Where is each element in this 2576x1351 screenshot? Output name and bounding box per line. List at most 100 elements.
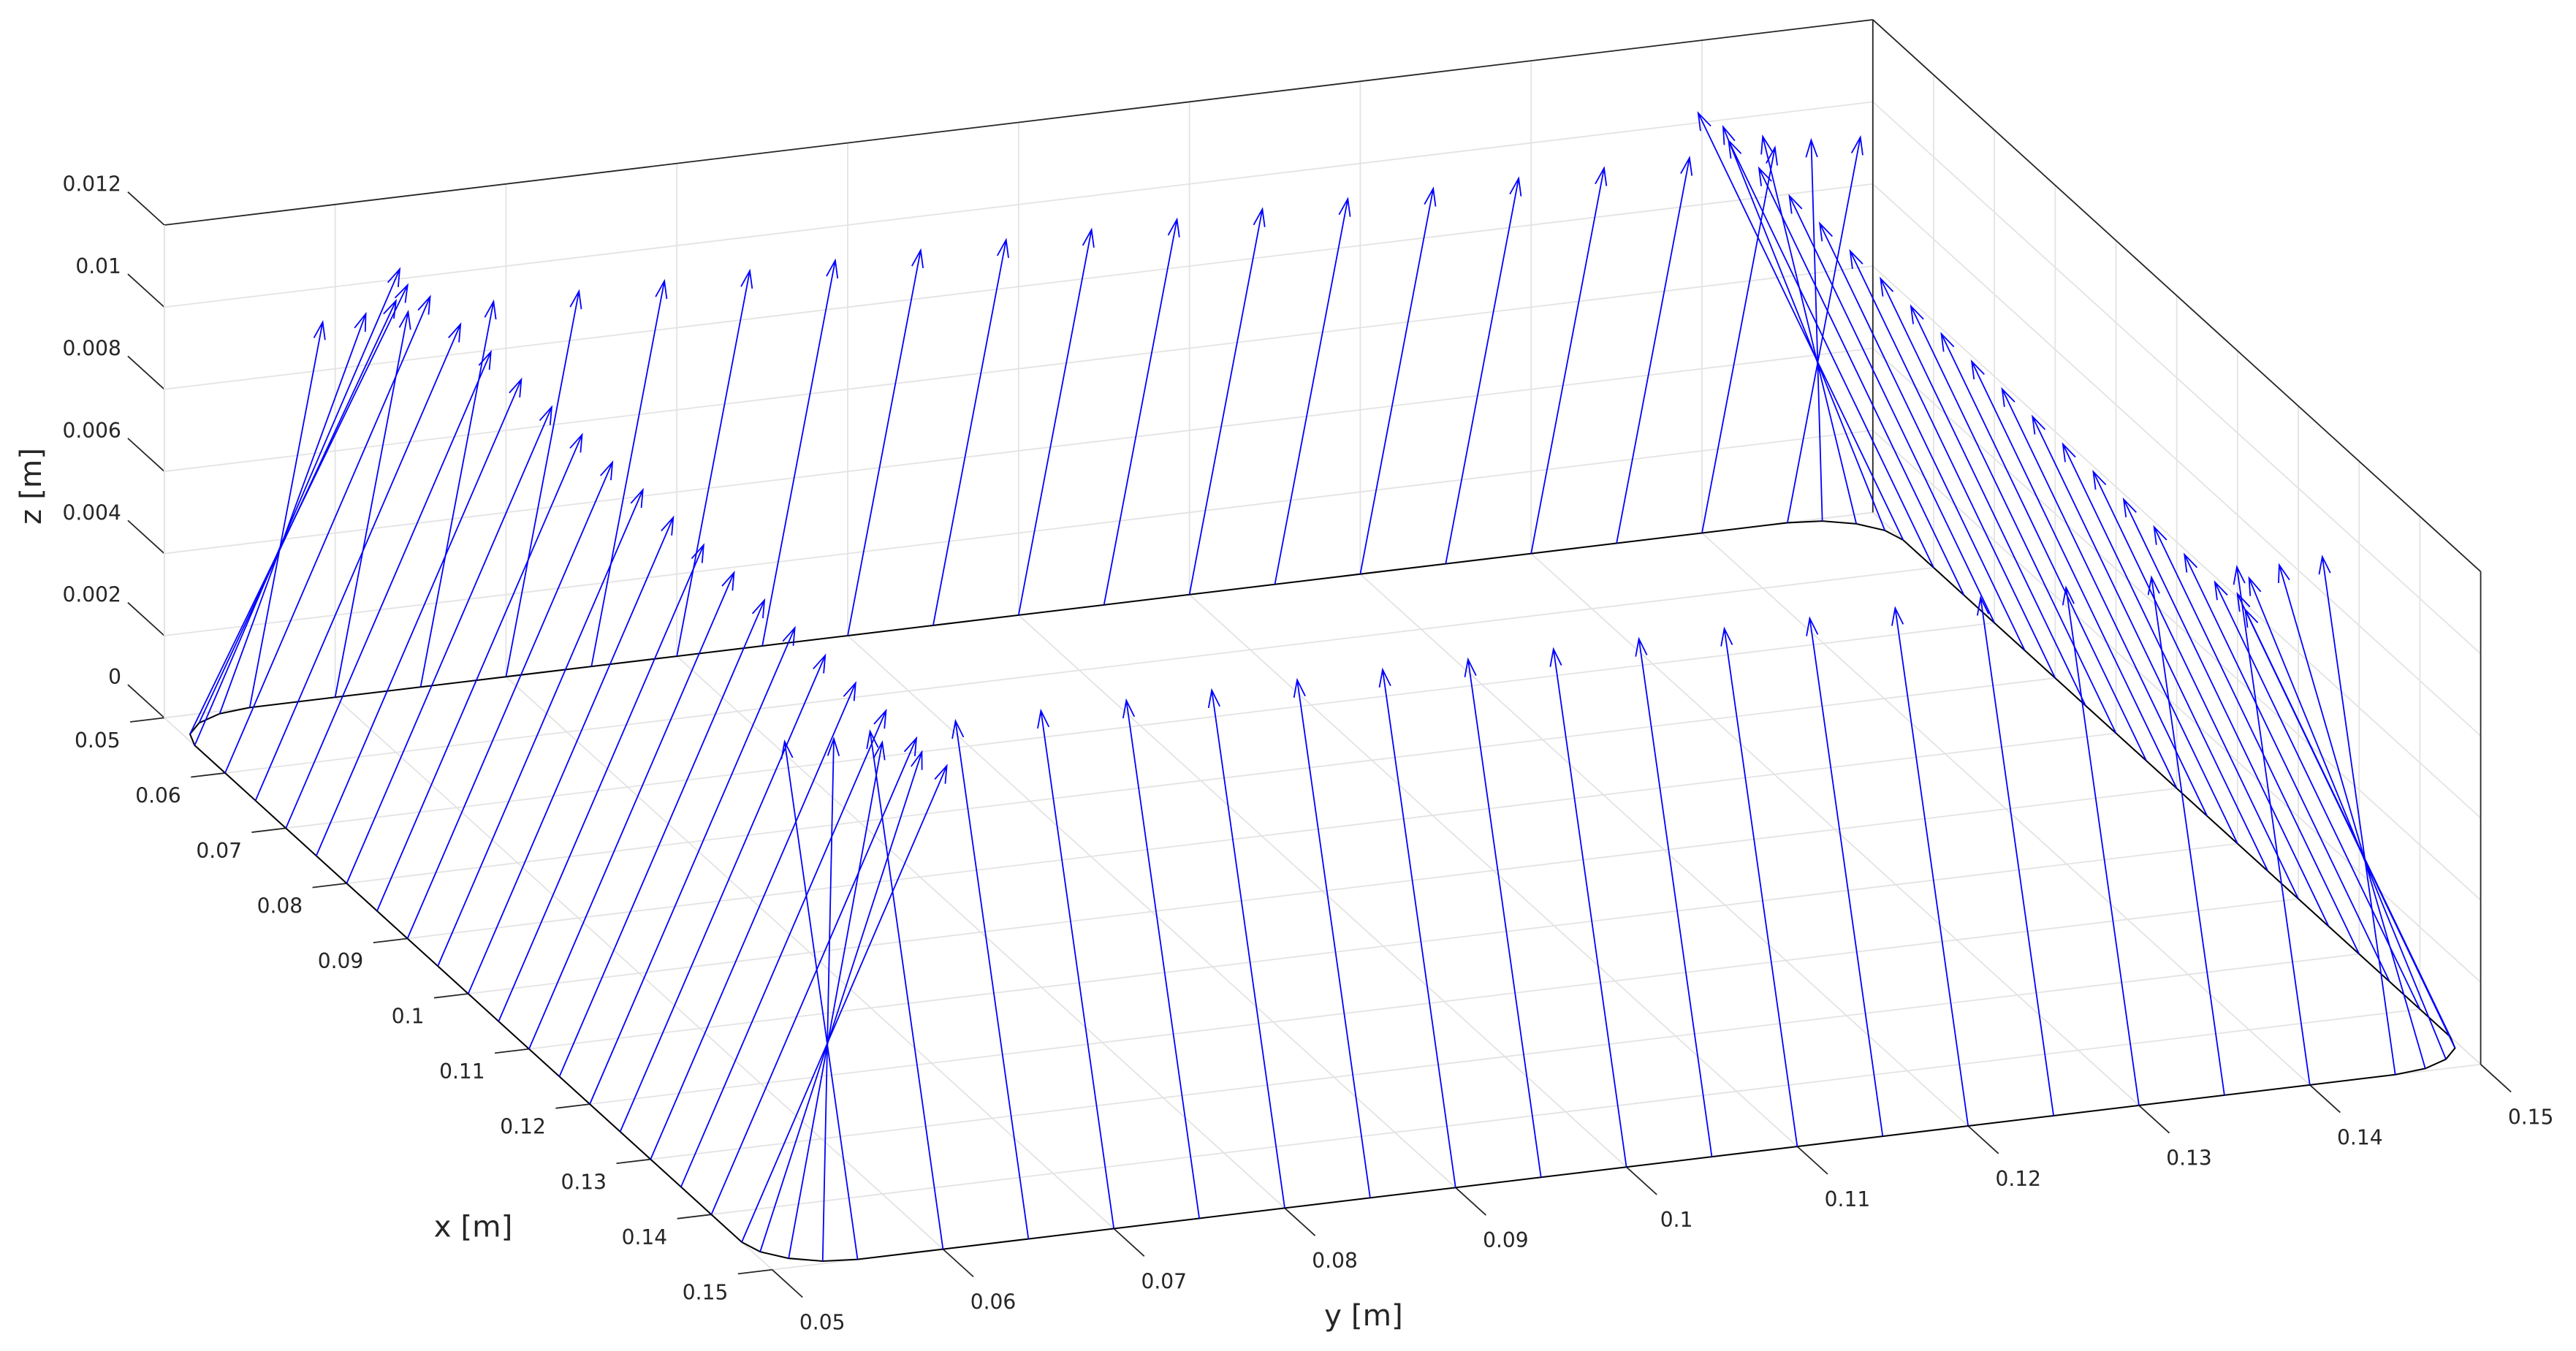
arrow (248, 319, 326, 708)
arrow (866, 728, 944, 1249)
arrow (1103, 217, 1180, 606)
arrow (759, 750, 923, 1252)
arrow (1758, 166, 1965, 596)
box-edge (1872, 19, 2482, 572)
x-tick-label: 0.14 (622, 1225, 668, 1249)
arrow (650, 681, 856, 1160)
arrow (315, 377, 523, 856)
z-tick-label: 0.002 (63, 583, 121, 607)
grid-line (676, 655, 1285, 1209)
x-tick (737, 1268, 772, 1275)
arrow (741, 764, 948, 1243)
arrow (2248, 576, 2447, 1059)
arrow (406, 460, 614, 939)
y-tick-label: 0.15 (2508, 1105, 2554, 1129)
y-tick (2309, 1084, 2341, 1114)
grid-line (164, 101, 1873, 308)
arrow (761, 258, 839, 647)
arrow (1274, 197, 1351, 585)
y-tick-label: 0.05 (799, 1310, 846, 1334)
arrow (1880, 276, 2086, 707)
x-tick (555, 1103, 590, 1109)
arrow (821, 737, 840, 1262)
arrow (528, 571, 735, 1049)
arrow (2062, 442, 2269, 872)
arrow (467, 515, 675, 994)
arrow (589, 625, 796, 1105)
z-tick (127, 601, 165, 636)
arrow (376, 433, 583, 912)
y-tick-label: 0.12 (1995, 1167, 2041, 1191)
arrow (2001, 387, 2208, 817)
arrow (2092, 470, 2299, 899)
x-tick-label: 0.09 (318, 949, 364, 973)
arrow (1940, 332, 2147, 761)
arrow (1701, 145, 1778, 533)
arrow (558, 598, 766, 1077)
arrow (1697, 111, 1904, 541)
arrow (346, 405, 553, 884)
y-tick-label: 0.1 (1660, 1208, 1693, 1232)
arrow (1891, 606, 1969, 1127)
arrow (419, 299, 497, 688)
arrow (1549, 647, 1627, 1168)
arrow (1293, 677, 1371, 1198)
x-tick-label: 0.08 (257, 894, 303, 918)
arrow (219, 311, 367, 715)
x-tick-label: 0.07 (196, 839, 242, 863)
grid-line (1872, 183, 2482, 737)
arrow (1720, 626, 1798, 1147)
arrow (1806, 616, 1884, 1137)
arrow (2278, 563, 2426, 1069)
arrow (1017, 227, 1095, 616)
x-tick (129, 717, 164, 723)
x-tick (373, 937, 408, 944)
z-tick-label: 0.008 (63, 336, 121, 360)
z-tick-label: 0.006 (63, 419, 121, 443)
y-tick-label: 0.06 (970, 1290, 1017, 1314)
arrow (1970, 359, 2178, 789)
y-tick (942, 1248, 974, 1278)
arrow (2032, 414, 2238, 844)
arrow (2122, 497, 2330, 927)
y-tick (1967, 1125, 1999, 1154)
grid-line (847, 635, 1456, 1188)
x-tick-label: 0.15 (683, 1280, 729, 1304)
x-axis-label: x [m] (434, 1209, 513, 1244)
arrow (847, 248, 924, 636)
y-tick (2138, 1105, 2170, 1134)
arrow (1037, 708, 1115, 1229)
z-tick (127, 273, 165, 308)
arrow (1818, 221, 2026, 651)
arrow (780, 739, 859, 1260)
x-tick (433, 993, 468, 999)
arrow (1635, 636, 1713, 1157)
arrow (194, 267, 401, 746)
arrow (2244, 607, 2451, 1038)
x-tick-label: 0.11 (439, 1059, 485, 1084)
y-tick (772, 1269, 803, 1298)
arrow (788, 740, 886, 1259)
y-tick-label: 0.08 (1312, 1249, 1358, 1273)
box-edge (164, 19, 1873, 226)
arrow (505, 289, 582, 677)
z-tick (127, 438, 165, 472)
arrow (1122, 698, 1200, 1219)
arrow (1445, 176, 1522, 564)
grid-line (164, 347, 1873, 555)
x-tick-label: 0.1 (392, 1005, 425, 1029)
arrow (334, 309, 411, 698)
x-tick (616, 1158, 651, 1165)
arrow (1359, 186, 1437, 574)
arrow (680, 708, 887, 1187)
z-tick-label: 0.012 (63, 172, 121, 197)
x-tick-label: 0.13 (561, 1170, 607, 1194)
y-tick (1284, 1207, 1316, 1236)
grid-line (1872, 265, 2482, 819)
z-tick (127, 684, 165, 719)
arrow (1849, 248, 2056, 679)
grid-line (1018, 614, 1627, 1168)
arrow (1530, 166, 1608, 554)
